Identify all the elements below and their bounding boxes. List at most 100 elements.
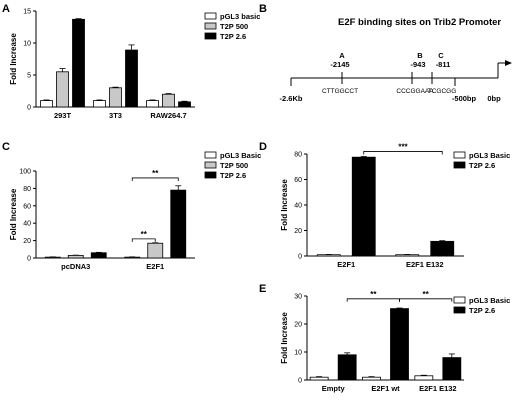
chart-a-bar: [178, 101, 191, 108]
promoter-diagram: E2F binding sites on Trib2 Promoter A -2…: [280, 17, 512, 103]
panel-label-c: C: [2, 141, 10, 153]
chart-c-legend-label: pGL3 Basic: [220, 151, 261, 160]
site-b-sequence: CCCGGAAA: [396, 88, 434, 95]
chart-d-legend-label: T2P 2.6: [469, 161, 495, 170]
chart-d-ytick-label: 40: [294, 203, 302, 210]
chart-a-bar: [109, 87, 122, 108]
site-a-position: -2145: [330, 60, 349, 69]
chart-e-bar: [337, 354, 357, 381]
chart-a-bar: [40, 100, 53, 108]
chart-c-legend-swatch: [204, 171, 217, 179]
chart-c-bar: [147, 242, 164, 259]
chart-a-legend-label: T2P 500: [220, 22, 248, 31]
chart-c-category-label: E2F1: [146, 262, 164, 271]
chart-e-category-label: Empty: [322, 384, 346, 393]
panel-label-e: E: [259, 283, 266, 295]
chart-c-sig-bracket: [131, 177, 179, 181]
chart-c-ytick-label: 0: [27, 256, 31, 263]
chart-a-ytick-label: 5: [27, 73, 31, 80]
promoter-mid-label: -500bp: [452, 94, 477, 103]
diagram-title: E2F binding sites on Trib2 Promoter: [338, 17, 501, 28]
chart-e-y-label: Fold Increase: [280, 312, 289, 364]
chart-e-legend-swatch: [453, 296, 466, 304]
chart-e-bar: [362, 376, 381, 381]
chart-d-bar: [351, 156, 376, 257]
chart-c-sig-label: **: [152, 169, 159, 178]
chart-a-bar: [72, 18, 85, 108]
chart-a-legend-swatch: [204, 12, 217, 20]
site-c-sequence: TCGCGG: [428, 88, 457, 95]
chart-a-legend-label: pGL3 basic: [220, 12, 260, 21]
chart-e: 0 10 20 30 Fold Increase Empty E2F1 wt E2F1 E13…: [280, 290, 510, 393]
chart-e-legend-swatch: [453, 306, 466, 314]
chart-e-bar: [390, 308, 409, 381]
chart-d-sig-label: ***: [398, 142, 408, 151]
chart-e-sig-label: **: [370, 290, 377, 299]
chart-d-ytick-label: 60: [294, 177, 302, 184]
chart-e-bar: [309, 376, 329, 381]
chart-d-sig-bracket: [363, 151, 443, 155]
site-b-letter: B: [417, 51, 423, 60]
panel-label-a: A: [2, 3, 10, 15]
chart-a-category-label: RAW264.7: [150, 111, 186, 120]
chart-c-bar: [170, 189, 187, 259]
chart-a-legend-swatch: [204, 22, 217, 30]
chart-a-category-label: 293T: [54, 111, 72, 120]
chart-e-sig-bracket: [399, 298, 453, 302]
chart-e-ytick-label: 0: [298, 378, 302, 385]
site-c-letter: C: [438, 51, 444, 60]
site-a-letter: A: [339, 51, 345, 60]
chart-c-ytick-label: 100: [19, 169, 31, 176]
chart-a-y-label: Fold Increase: [9, 33, 18, 85]
chart-a-legend-label: T2P 2.6: [220, 32, 246, 41]
chart-c-legend-swatch: [204, 151, 217, 159]
chart-a-bar: [56, 71, 69, 108]
promoter-left-label: -2.6Kb: [280, 94, 303, 103]
chart-e-bar: [442, 357, 462, 381]
chart-a: 0 5 10 15 Fold Increase 293T 3T3 RAW264.7 pGL3 b…: [9, 9, 260, 121]
chart-e-sig-label: **: [423, 290, 430, 299]
chart-c-bar: [90, 252, 107, 259]
chart-e-ytick-label: 10: [294, 350, 302, 357]
chart-d-ytick-label: 20: [294, 228, 302, 235]
chart-e-legend-label: T2P 2.6: [469, 306, 495, 315]
chart-c-legend-swatch: [204, 161, 217, 169]
chart-c-ytick-label: 80: [23, 186, 31, 193]
panel-label-d: D: [259, 141, 267, 153]
site-a-sequence: CTTGGCCT: [322, 88, 358, 95]
chart-c-ytick-label: 20: [23, 238, 31, 245]
chart-c-bar: [67, 254, 84, 259]
chart-c-y-label: Fold Increase: [9, 188, 18, 240]
chart-c: 0 20 40 60 80 100 Fold Increase pcDNA3 E2F1 ** ** p…: [9, 151, 261, 271]
chart-c-ytick-label: 60: [23, 203, 31, 210]
chart-a-bar: [125, 49, 138, 108]
chart-c-ytick-label: 40: [23, 221, 31, 228]
chart-a-ytick-label: 15: [23, 9, 31, 16]
chart-e-ytick-label: 30: [294, 294, 302, 301]
chart-e-sig-bracket: [346, 298, 400, 302]
chart-a-category-label: 3T3: [109, 111, 122, 120]
chart-c-category-label: pcDNA3: [61, 262, 90, 271]
chart-c-legend-label: T2P 500: [220, 161, 248, 170]
chart-d: 0 20 40 60 80 Fold Increase E2F1 E2F1 E132 *** pG…: [280, 142, 510, 269]
site-c-position: -811: [436, 60, 451, 69]
chart-e-ytick-label: 20: [294, 322, 302, 329]
chart-c-legend-label: T2P 2.6: [220, 171, 246, 180]
chart-c-sig-label: **: [141, 230, 148, 239]
chart-e-category-label: E2F1 E132: [419, 384, 457, 393]
chart-a-bar: [146, 100, 159, 108]
chart-a-ytick-label: 10: [23, 41, 31, 48]
chart-d-y-label: Fold Increase: [280, 179, 289, 231]
chart-d-legend-label: pGL3 Basic: [469, 151, 510, 160]
chart-e-category-label: E2F1 wt: [371, 384, 400, 393]
site-b-position: -943: [410, 60, 425, 69]
chart-d-category-label: E2F1 E132: [406, 260, 444, 269]
chart-d-legend-swatch: [453, 161, 466, 169]
chart-a-bar: [93, 100, 106, 108]
chart-d-ytick-label: 0: [298, 254, 302, 261]
panel-label-b: B: [259, 3, 267, 15]
chart-d-bar: [430, 240, 455, 257]
chart-d-bar: [395, 254, 420, 257]
chart-d-ytick-label: 80: [294, 152, 302, 159]
